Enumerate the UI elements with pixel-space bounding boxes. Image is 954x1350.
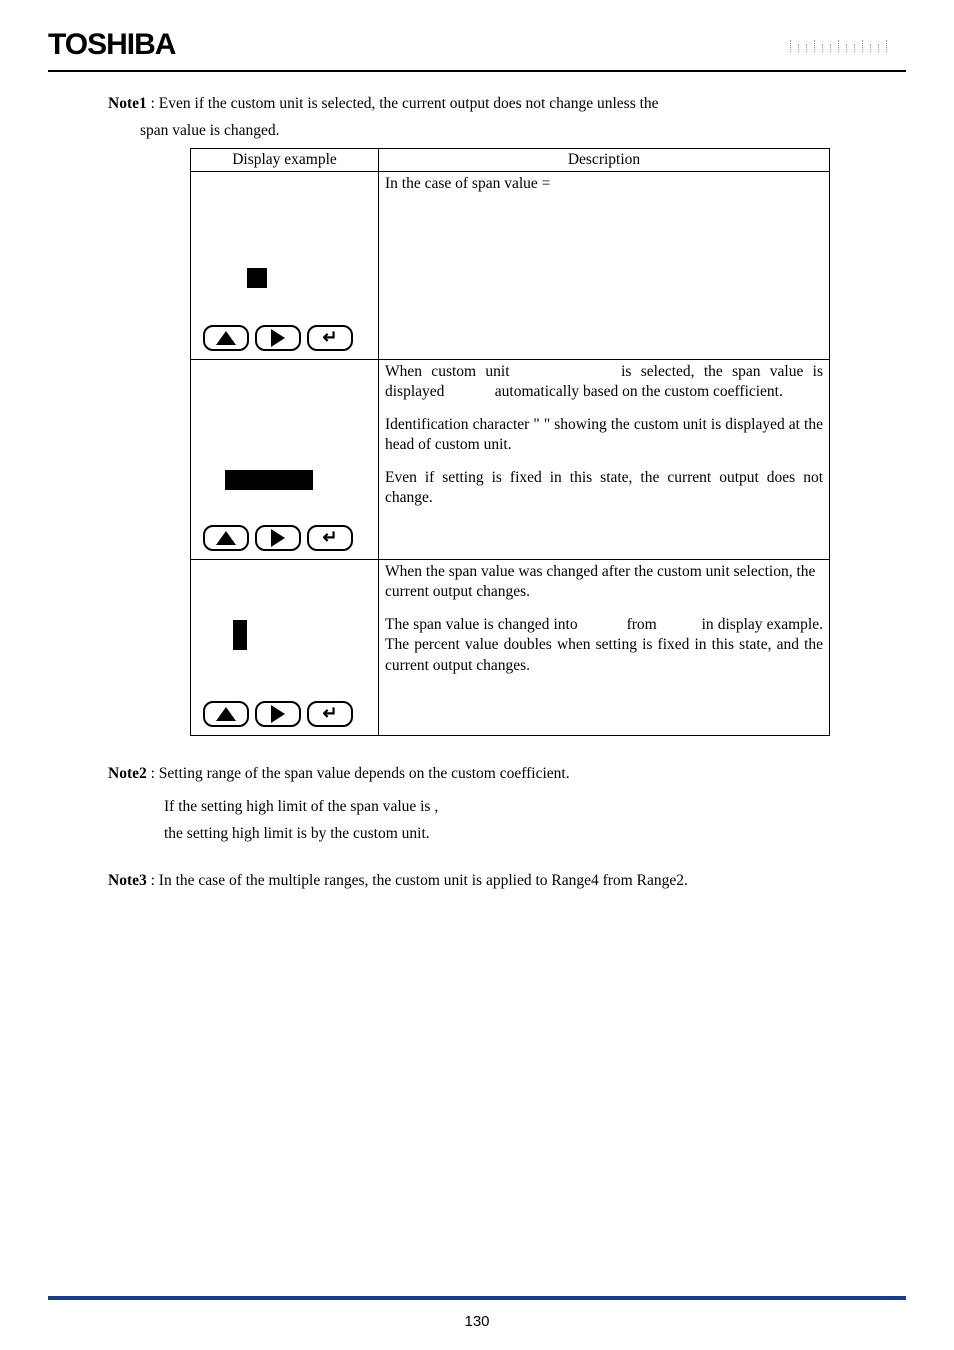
triangle-up-icon: [216, 331, 236, 345]
note2-sub1: If the setting high limit of the span va…: [108, 797, 866, 818]
enter-button[interactable]: ↵: [307, 325, 353, 351]
note2-text: : Setting range of the span value depend…: [147, 765, 570, 782]
note3-label: Note3: [108, 872, 147, 889]
description-cell-1: In the case of span value =: [379, 171, 830, 359]
table-row: ↵ When custom unit is selected, the span…: [191, 359, 830, 559]
row2-p2: Identification character " " showing the…: [385, 415, 823, 456]
display-example-table: Display example Description ↵ In the cas…: [190, 148, 830, 736]
description-cell-3: When the span value was changed after th…: [379, 559, 830, 735]
col-header-display: Display example: [191, 148, 379, 171]
display-cell-3: ↵: [191, 559, 379, 735]
enter-icon: ↵: [322, 328, 337, 346]
button-row: ↵: [203, 525, 353, 551]
header-rule: [48, 70, 906, 72]
triangle-right-icon: [271, 529, 285, 547]
page-content: Note1 : Even if the custom unit is selec…: [0, 94, 954, 892]
right-button[interactable]: [255, 525, 301, 551]
note3-text: : In the case of the multiple ranges, th…: [147, 872, 688, 889]
triangle-up-icon: [216, 531, 236, 545]
row3-p2: The span value is changed into from in d…: [385, 615, 823, 676]
triangle-right-icon: [271, 705, 285, 723]
display-cell-1: ↵: [191, 171, 379, 359]
enter-icon: ↵: [322, 704, 337, 722]
pixel-block-icon: [233, 620, 247, 650]
pixel-bar-icon: [225, 470, 313, 490]
row1-desc-text: In the case of span value =: [385, 174, 823, 194]
button-row: ↵: [203, 701, 353, 727]
pixel-icon: [247, 268, 267, 288]
up-button[interactable]: [203, 701, 249, 727]
page-number: 130: [0, 1313, 954, 1330]
note2: Note2 : Setting range of the span value …: [108, 764, 866, 785]
row2-p3: Even if setting is fixed in this state, …: [385, 468, 823, 509]
page-header: TOSHIBA: [0, 0, 954, 70]
note1-text-a: : Even if the custom unit is selected, t…: [147, 95, 659, 112]
triangle-up-icon: [216, 707, 236, 721]
description-cell-2: When custom unit is selected, the span v…: [379, 359, 830, 559]
triangle-right-icon: [271, 329, 285, 347]
enter-button[interactable]: ↵: [307, 701, 353, 727]
table-row: ↵ In the case of span value =: [191, 171, 830, 359]
right-button[interactable]: [255, 701, 301, 727]
note2-label: Note2: [108, 765, 147, 782]
table-row: ↵ When the span value was changed after …: [191, 559, 830, 735]
note1-label: Note1: [108, 95, 147, 112]
note1-line2: span value is changed.: [108, 121, 866, 142]
note3: Note3 : In the case of the multiple rang…: [108, 871, 866, 892]
enter-icon: ↵: [322, 528, 337, 546]
up-button[interactable]: [203, 525, 249, 551]
table-header-row: Display example Description: [191, 148, 830, 171]
button-row: ↵: [203, 325, 353, 351]
col-header-description: Description: [379, 148, 830, 171]
note1-line1: Note1 : Even if the custom unit is selec…: [108, 94, 866, 115]
row3-p1: When the span value was changed after th…: [385, 562, 823, 603]
note2-sub2: the setting high limit is by the custom …: [108, 824, 866, 845]
row2-p1: When custom unit is selected, the span v…: [385, 362, 823, 403]
enter-button[interactable]: ↵: [307, 525, 353, 551]
up-button[interactable]: [203, 325, 249, 351]
display-cell-2: ↵: [191, 359, 379, 559]
footer-rule: [48, 1296, 906, 1300]
toshiba-logo: TOSHIBA: [48, 28, 175, 62]
header-ticks: [790, 38, 894, 52]
right-button[interactable]: [255, 325, 301, 351]
